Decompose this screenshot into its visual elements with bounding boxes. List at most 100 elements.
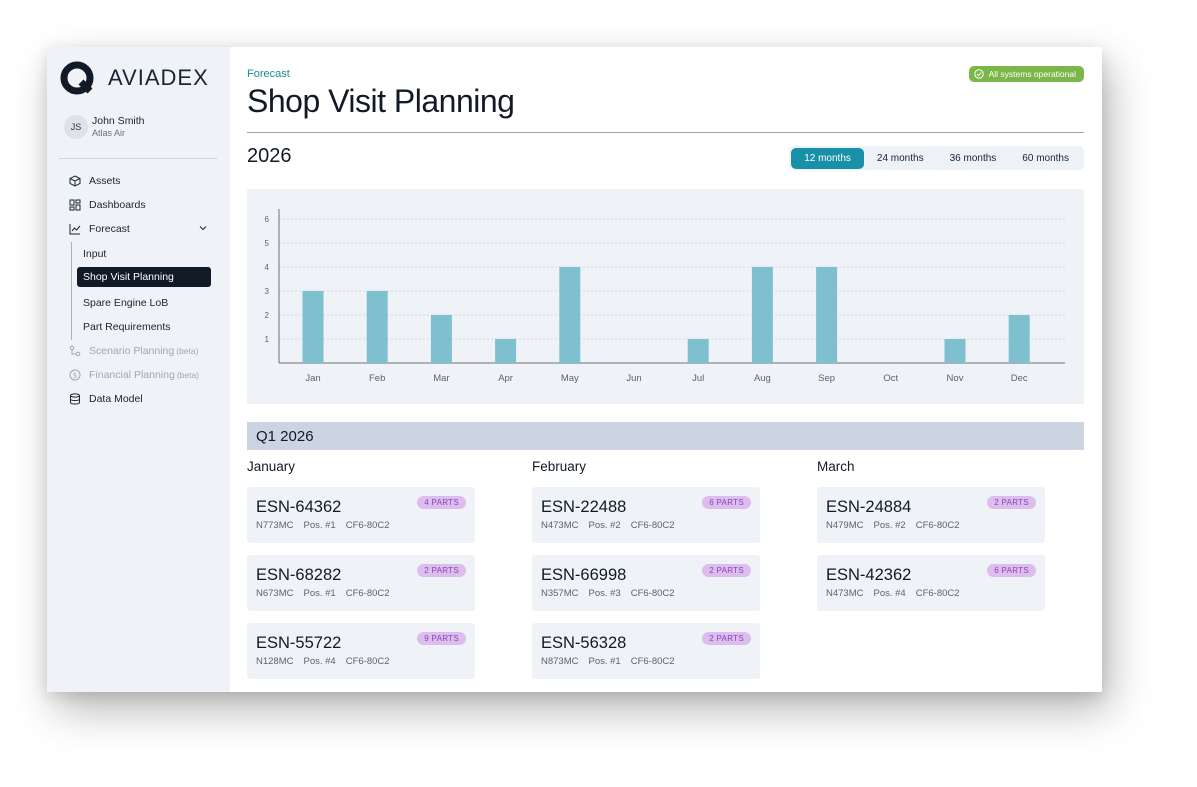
bar [1008, 315, 1030, 363]
sidebar-item-assets[interactable]: Assets [69, 175, 121, 187]
month-column: February ESN-22488 6 PARTS N473MC Pos. #2 CF6… [532, 459, 760, 691]
tail-number: N479MC [826, 520, 864, 531]
parts-count-badge: 2 PARTS [987, 496, 1036, 509]
engine-serial-number: ESN-55722 [256, 634, 342, 652]
bar [687, 339, 709, 363]
x-tick-label: Aug [754, 373, 771, 384]
bar [495, 339, 517, 363]
range-12-months-button[interactable]: 12 months [791, 147, 864, 169]
beta-tag: (beta) [176, 370, 200, 380]
engine-position: Pos. #4 [303, 656, 336, 667]
shop-visit-card[interactable]: ESN-22488 6 PARTS N473MC Pos. #2 CF6-80C2 [532, 487, 760, 543]
x-tick-label: May [561, 373, 579, 384]
x-tick-label: Sep [818, 373, 835, 384]
sidebar-item-forecast[interactable]: Forecast [69, 223, 130, 235]
tail-number: N773MC [256, 520, 294, 531]
shop-visit-card[interactable]: ESN-42362 6 PARTS N473MC Pos. #4 CF6-80C2 [817, 555, 1045, 611]
parts-count-badge: 4 PARTS [417, 496, 466, 509]
cube-icon [69, 175, 81, 187]
x-tick-label: Apr [498, 373, 513, 384]
engine-model: CF6-80C2 [630, 588, 675, 599]
shop-visit-card[interactable]: ESN-56328 2 PARTS N873MC Pos. #1 CF6-80C2 [532, 623, 760, 679]
y-tick-label: 5 [265, 239, 270, 248]
breadcrumb[interactable]: Forecast [247, 68, 290, 80]
bar [751, 267, 773, 363]
beta-tag: (beta) [176, 346, 199, 356]
check-circle-icon [973, 69, 984, 79]
shop-visit-card[interactable]: ESN-64362 4 PARTS N773MC Pos. #1 CF6-80C2 [247, 487, 475, 543]
parts-count-badge: 2 PARTS [417, 564, 466, 577]
engine-serial-number: ESN-22488 [541, 498, 627, 516]
range-24-months-button[interactable]: 24 months [876, 152, 924, 164]
tail-number: N873MC [541, 656, 579, 667]
engine-position: Pos. #2 [873, 520, 906, 531]
range-36-months-button[interactable]: 36 months [949, 152, 997, 164]
sidebar-item-data-model[interactable]: Data Model [69, 393, 143, 405]
tail-number: N473MC [826, 588, 864, 599]
sidebar-item-financial-planning[interactable]: $ Financial Planning (beta) [69, 369, 199, 381]
sidebar-item-label: Data Model [89, 393, 143, 405]
shop-visit-card[interactable]: ESN-66998 2 PARTS N357MC Pos. #3 CF6-80C2 [532, 555, 760, 611]
month-heading: March [817, 459, 855, 474]
sidebar-divider [59, 158, 217, 159]
status-badge: All systems operational [968, 66, 1084, 82]
shop-visit-card[interactable]: ESN-55722 9 PARTS N128MC Pos. #4 CF6-80C2 [247, 623, 475, 679]
range-60-months-button[interactable]: 60 months [1022, 152, 1069, 164]
engine-serial-number: ESN-68282 [256, 566, 342, 584]
engine-model: CF6-80C2 [345, 588, 390, 599]
user-profile[interactable]: JS John Smith Atlas Air [64, 115, 145, 139]
bar [366, 291, 388, 363]
engine-position: Pos. #1 [303, 520, 336, 531]
range-selector: 12 months 24 months 36 months 60 months [789, 146, 1084, 170]
engine-serial-number: ESN-56328 [541, 634, 627, 652]
chevron-down-icon[interactable] [198, 223, 208, 233]
sidebar-item-label: Dashboards [89, 199, 146, 211]
parts-count-badge: 6 PARTS [702, 496, 751, 509]
x-tick-label: Dec [1011, 373, 1028, 384]
sidebar-item-label: Forecast [89, 223, 130, 235]
sidebar-item-scenario-planning[interactable]: Scenario Planning (beta) [69, 345, 198, 357]
sidebar-subitem-part-requirements[interactable]: Part Requirements [83, 321, 171, 333]
line-chart-icon [69, 223, 81, 235]
card-meta: N873MC Pos. #1 CF6-80C2 [541, 656, 685, 667]
sidebar-subitem-shop-visit-planning[interactable]: Shop Visit Planning [77, 267, 211, 287]
bar [302, 291, 324, 363]
shop-visit-card[interactable]: ESN-24884 2 PARTS N479MC Pos. #2 CF6-80C2 [817, 487, 1045, 543]
sidebar-item-label: Scenario Planning [89, 345, 175, 357]
main-content: Forecast Shop Visit Planning All systems… [247, 47, 1084, 692]
month-column: March ESN-24884 2 PARTS N479MC Pos. #2 CF6-80… [817, 459, 1045, 623]
sidebar-item-dashboards[interactable]: Dashboards [69, 199, 146, 211]
engine-position: Pos. #1 [303, 588, 336, 599]
sidebar-subitem-spare-engine-lob[interactable]: Spare Engine LoB [83, 297, 169, 309]
y-tick-label: 6 [265, 215, 270, 224]
page-title: Shop Visit Planning [247, 83, 515, 119]
svg-text:$: $ [73, 372, 77, 380]
engine-model: CF6-80C2 [630, 656, 675, 667]
card-meta: N673MC Pos. #1 CF6-80C2 [256, 588, 400, 599]
logo[interactable]: AVIADEX [59, 60, 209, 96]
user-name: John Smith [92, 115, 145, 127]
engine-model: CF6-80C2 [345, 520, 390, 531]
parts-count-badge: 6 PARTS [987, 564, 1036, 577]
bar [430, 315, 452, 363]
year-heading: 2026 [247, 145, 292, 167]
parts-count-badge: 2 PARTS [702, 564, 751, 577]
app-window: AVIADEX JS John Smith Atlas Air Assets D… [47, 47, 1102, 692]
quarter-title: Q1 2026 [256, 428, 314, 445]
dollar-circle-icon: $ [69, 369, 81, 381]
bar [944, 339, 966, 363]
engine-position: Pos. #4 [873, 588, 906, 599]
bar [816, 267, 838, 363]
avatar: JS [64, 115, 88, 139]
engine-serial-number: ESN-42362 [826, 566, 912, 584]
header-divider [247, 132, 1084, 133]
sidebar-subitem-input[interactable]: Input [83, 248, 107, 260]
shop-visit-card[interactable]: ESN-68282 2 PARTS N673MC Pos. #1 CF6-80C2 [247, 555, 475, 611]
engine-serial-number: ESN-66998 [541, 566, 627, 584]
card-meta: N357MC Pos. #3 CF6-80C2 [541, 588, 685, 599]
y-tick-label: 3 [265, 287, 270, 296]
engine-model: CF6-80C2 [915, 520, 960, 531]
x-tick-label: Feb [369, 373, 385, 384]
engine-model: CF6-80C2 [630, 520, 675, 531]
database-icon [69, 393, 81, 405]
